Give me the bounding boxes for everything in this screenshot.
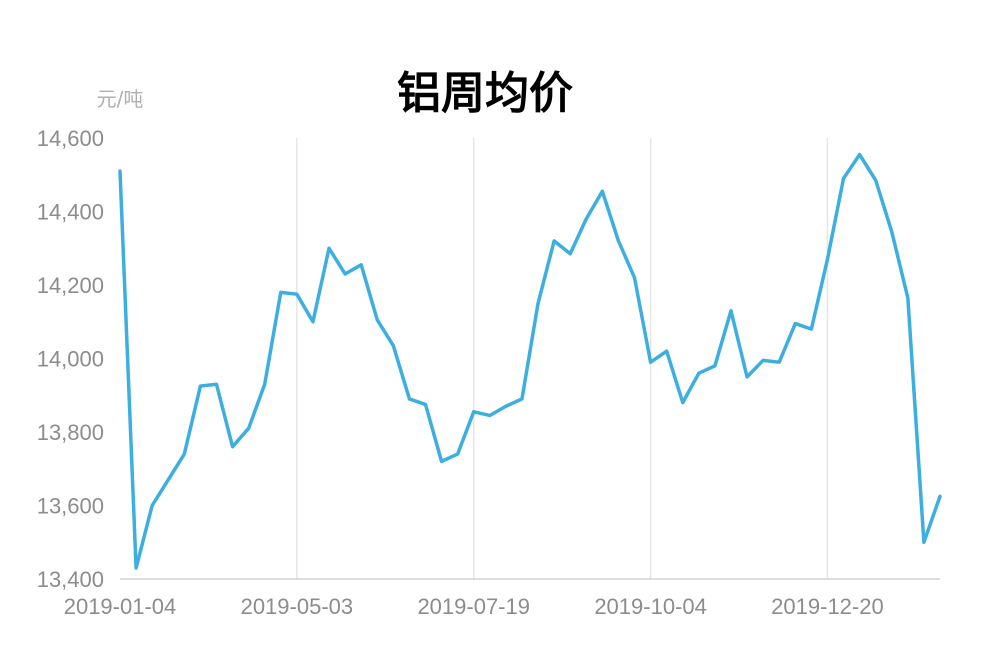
x-tick-label: 2019-05-03 (241, 594, 354, 619)
y-tick-label: 14,400 (37, 200, 104, 225)
x-tick-label: 2019-07-19 (417, 594, 530, 619)
x-axis-ticks: 2019-01-04 2019-05-03 2019-07-19 2019-10-04… (64, 594, 884, 619)
y-tick-label: 14,000 (37, 347, 104, 372)
x-tick-label: 2019-12-20 (771, 594, 884, 619)
y-axis-unit-label: 元/吨 (97, 87, 144, 111)
y-tick-label: 13,800 (37, 420, 104, 445)
chart-title: 铝周均价 (397, 68, 573, 119)
gridlines (296, 138, 829, 579)
y-tick-label: 14,200 (37, 273, 104, 298)
x-tick-label: 2019-01-04 (64, 594, 177, 619)
x-tick-label: 2019-10-04 (594, 594, 707, 619)
y-tick-label: 13,400 (37, 567, 104, 592)
y-tick-label: 13,600 (37, 494, 104, 519)
price-series-line (118, 152, 942, 570)
y-tick-label: 14,600 (37, 126, 104, 151)
y-axis-ticks: 13,400 13,600 13,800 14,000 14,200 14,400 14,6… (37, 126, 104, 592)
